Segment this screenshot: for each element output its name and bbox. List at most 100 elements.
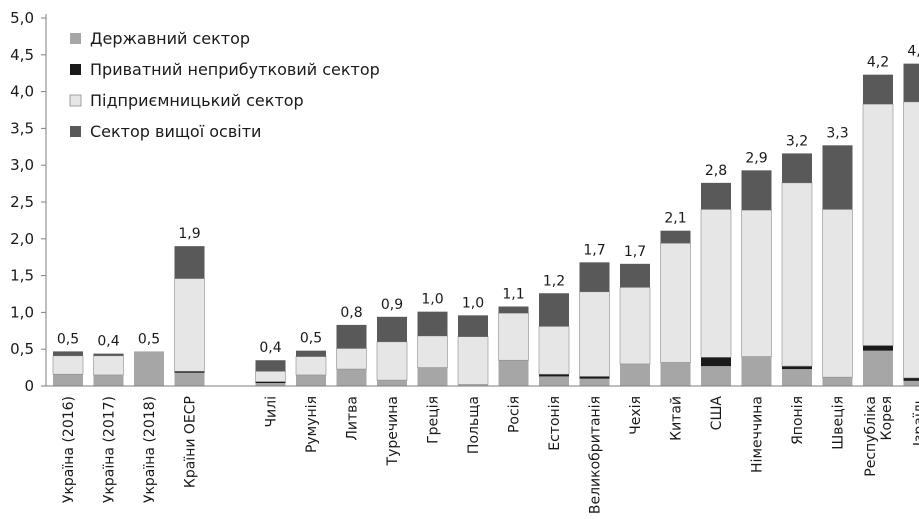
category-label: Чилі <box>264 396 280 428</box>
bar-segment <box>458 384 488 386</box>
bar-segment <box>498 306 529 314</box>
bar-segment <box>417 335 448 368</box>
bar-segment <box>903 380 919 386</box>
category-label: Україна (2018) <box>142 396 158 503</box>
total-label: 1,2 <box>543 273 565 289</box>
category-label: Україна (2017) <box>102 396 118 503</box>
bar-segment <box>538 326 570 375</box>
bar-segment <box>741 356 772 386</box>
y-tick-label: 4,5 <box>10 46 34 64</box>
total-label: 3,3 <box>826 125 848 141</box>
category-label: Румунія <box>304 396 320 453</box>
category-label: Ізраїль <box>912 396 919 446</box>
y-axis: 0 0,5 1,0 1,5 2,0 2,5 3,0 3,5 4,0 4,5 5,0 <box>10 9 47 395</box>
bar-segment <box>377 316 407 342</box>
bar-segment <box>53 374 83 386</box>
total-label: 3,2 <box>786 133 808 149</box>
bar-segment <box>53 351 83 356</box>
category-label-part: Республіка <box>863 396 879 477</box>
bar-segment <box>701 182 731 210</box>
category-label: Греція <box>426 396 442 444</box>
total-label: 2,9 <box>745 150 767 166</box>
legend-label: Державний сектор <box>90 29 250 48</box>
category-label-part: Корея <box>879 396 895 440</box>
y-tick-label: 2,0 <box>10 230 34 248</box>
total-label: 0,8 <box>340 305 362 321</box>
bar-segment <box>376 341 408 381</box>
bar-segment <box>782 153 812 183</box>
total-label: 0,5 <box>57 331 79 347</box>
total-label: 0,4 <box>259 340 281 356</box>
bar-segment <box>619 287 651 365</box>
total-label: 1,9 <box>178 226 200 242</box>
category-label: Великобританія <box>588 396 604 514</box>
bar-segment <box>822 209 853 378</box>
total-label: 1,0 <box>462 295 484 311</box>
category-label: Німеччина <box>750 396 766 473</box>
legend: Державний сектор Приватний неприбутковий … <box>69 29 380 141</box>
bar-segment <box>660 230 691 244</box>
legend-label: Приватний неприбутковий сектор <box>90 60 380 79</box>
bar-segment <box>174 371 205 373</box>
category-label: Швеція <box>831 396 847 450</box>
y-tick-label: 0,5 <box>10 340 34 358</box>
bar-segment <box>174 278 205 372</box>
bars <box>52 63 919 386</box>
bar-segment <box>295 356 327 376</box>
bar-segment <box>255 370 286 382</box>
bar-segment <box>296 374 326 386</box>
total-labels: 0,5 0,4 0,5 1,9 0,4 0,5 0,8 0,9 1,0 1,0 1,1 1,2 1,7 1… <box>57 44 919 357</box>
category-label: Японія <box>790 396 806 445</box>
total-label: 0,4 <box>97 334 119 350</box>
bar-segment <box>782 369 812 386</box>
bar-segment <box>863 74 893 105</box>
bar-segment <box>93 355 124 376</box>
bar-segment <box>741 209 772 357</box>
total-label: 2,1 <box>664 211 686 227</box>
total-label: 2,8 <box>705 163 727 179</box>
bar-segment <box>579 378 610 386</box>
y-tick-label: 4,0 <box>10 83 34 101</box>
bar-segment <box>255 381 286 384</box>
bar-segment <box>93 353 124 356</box>
y-tick-label: 1,0 <box>10 303 34 321</box>
category-label: Китай <box>669 396 685 441</box>
total-label: 1,0 <box>421 292 443 308</box>
bar-segment <box>579 262 610 292</box>
bar-segment <box>255 383 286 386</box>
bar-segment <box>660 242 691 363</box>
category-label: Чехія <box>628 396 644 435</box>
legend-swatch <box>69 94 82 107</box>
bar-segment <box>457 336 489 385</box>
bar-segment <box>822 377 853 386</box>
bar-segment <box>903 101 919 379</box>
bar-segment <box>417 367 448 386</box>
bar-segment <box>903 63 919 102</box>
bar-segment <box>174 246 205 279</box>
y-tick-label: 1,5 <box>10 267 34 285</box>
bar-segment <box>377 380 407 386</box>
category-label: Росія <box>507 396 523 433</box>
bar-segment <box>52 355 84 375</box>
bar-segment <box>134 351 164 386</box>
total-label: 1,7 <box>624 244 646 260</box>
y-tick-label: 0 <box>24 377 34 395</box>
y-tick-label: 3,0 <box>10 156 34 174</box>
bar-segment <box>822 145 853 210</box>
bar-segment <box>296 350 326 357</box>
bar-segment <box>660 362 691 386</box>
bar-segment <box>701 357 731 367</box>
legend-label: Підприємницький сектор <box>90 91 304 110</box>
total-label: 4,4 <box>907 44 919 60</box>
bar-segment <box>539 376 569 386</box>
total-label: 1,1 <box>502 287 524 303</box>
bar-segment <box>863 350 893 386</box>
bar-segment <box>862 103 894 346</box>
total-label: 1,7 <box>583 242 605 258</box>
bar-segment <box>863 345 893 351</box>
y-tick-label: 2,5 <box>10 193 34 211</box>
bar-segment <box>539 293 569 327</box>
bar-segment <box>498 360 529 386</box>
category-label: Польща <box>466 396 482 454</box>
